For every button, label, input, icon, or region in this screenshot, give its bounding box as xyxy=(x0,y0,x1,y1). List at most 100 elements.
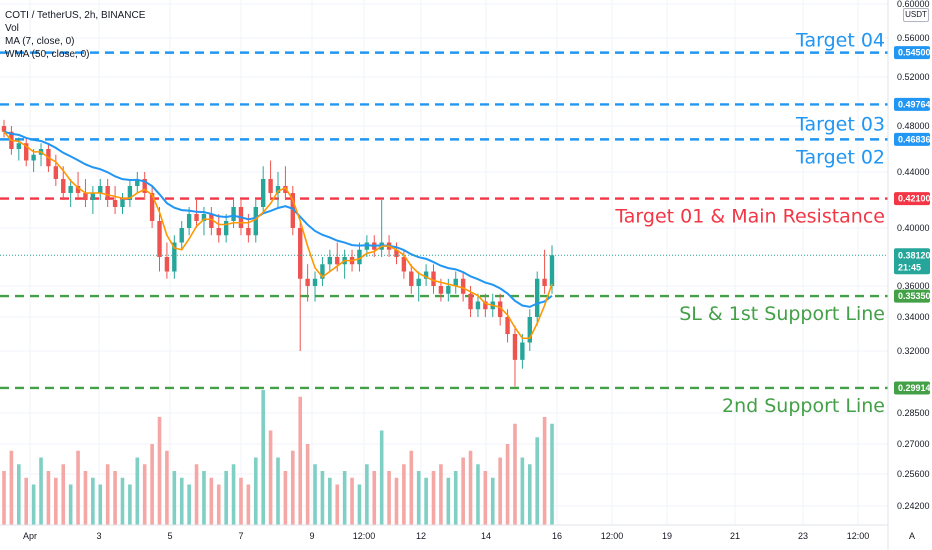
level-lines xyxy=(0,51,888,390)
volume-bar-42 xyxy=(313,464,317,525)
candle-body-31 xyxy=(231,207,236,221)
volume-bar-61 xyxy=(453,471,458,525)
grid xyxy=(0,0,888,525)
candle-body-26 xyxy=(194,214,199,221)
price-tick-5: 0.40000 xyxy=(897,223,930,233)
candle-body-10 xyxy=(75,186,81,193)
candle-body-14 xyxy=(105,186,110,200)
candle-body-25 xyxy=(186,214,192,228)
volume-bar-62 xyxy=(461,457,465,525)
annotation-0: Target 04 xyxy=(795,30,885,52)
symbol-title[interactable]: COTI / TetherUS, 2h, BINANCE xyxy=(5,10,146,21)
candle-body-53 xyxy=(394,249,399,257)
wma-line xyxy=(3,130,553,308)
candle-body-29 xyxy=(216,228,221,236)
candle-body-70 xyxy=(520,342,525,360)
volume-bar-59 xyxy=(439,464,443,525)
last-price-badge: 0.38120 xyxy=(898,250,931,260)
volume-bar-38 xyxy=(283,471,288,525)
time-tick-3: 7 xyxy=(238,531,243,541)
candle-body-24 xyxy=(179,228,184,243)
price-tick-11: 0.25600 xyxy=(897,469,930,479)
level-badge-0: 0.54500 xyxy=(898,48,931,58)
price-axis[interactable]: 0.60000 0.56000 0.52000 0.48000 0.44000 0.400… xyxy=(897,0,930,511)
volume-bar-41 xyxy=(305,444,310,525)
volume-bar-30 xyxy=(224,471,228,525)
volume-bar-25 xyxy=(187,484,191,525)
volume-bar-70 xyxy=(520,457,525,525)
volume-bar-55 xyxy=(409,450,414,525)
candle-body-69 xyxy=(512,334,518,360)
candle-body-39 xyxy=(290,193,296,228)
candle-body-13 xyxy=(98,186,103,193)
candle-body-12 xyxy=(90,193,96,200)
time-tick-4: 9 xyxy=(309,531,314,541)
price-tick-9: 0.28500 xyxy=(897,408,930,418)
annotation-2: Target 03 xyxy=(795,113,885,135)
candle-body-37 xyxy=(275,186,281,193)
annotation-5: SL & 1st Support Line xyxy=(679,303,885,325)
volume-bar-47 xyxy=(350,477,354,525)
time-axis[interactable]: Apr 3 5 7 9 12:00 12 14 16 12:00 19 21 23 12:00 xyxy=(23,531,869,541)
volume-bar-35 xyxy=(261,390,265,525)
candle-body-44 xyxy=(327,257,333,265)
volume-bar-69 xyxy=(513,423,517,525)
volume-bar-8 xyxy=(61,464,66,525)
volume-bar-58 xyxy=(431,471,436,525)
wma-indicator-label[interactable]: WMA (50, close, 0) xyxy=(5,49,90,60)
volume-bar-3 xyxy=(24,477,29,525)
volume-bar-49 xyxy=(365,464,369,525)
volume-bar-1 xyxy=(9,450,14,525)
volume-bar-22 xyxy=(165,450,169,525)
price-tick-8: 0.32000 xyxy=(897,346,930,356)
time-tick-8: 16 xyxy=(552,531,562,541)
candle-body-17 xyxy=(127,186,133,200)
candle-body-56 xyxy=(416,278,421,286)
time-tick-10: 19 xyxy=(662,531,672,541)
volume-bar-17 xyxy=(128,484,132,525)
candle-body-11 xyxy=(83,193,88,200)
volume-bar-12 xyxy=(91,477,95,525)
volume-bar-16 xyxy=(120,477,125,525)
countdown-label: 21:45 xyxy=(898,262,921,272)
volume-bar-18 xyxy=(135,457,140,525)
volume-bars xyxy=(2,390,554,525)
volume-bar-44 xyxy=(328,477,332,525)
candle-body-67 xyxy=(497,301,503,317)
candle-body-9 xyxy=(68,186,73,193)
candle-body-23 xyxy=(172,242,177,272)
volume-bar-50 xyxy=(372,471,377,525)
volume-bar-46 xyxy=(342,471,347,525)
volume-bar-63 xyxy=(468,450,473,525)
candle-body-71 xyxy=(527,317,532,343)
level-badge-bg-4 xyxy=(894,192,930,206)
candle-body-18 xyxy=(135,179,140,186)
level-badge-1: 0.49764 xyxy=(898,99,931,109)
volume-bar-56 xyxy=(416,471,421,525)
candle-body-65 xyxy=(483,301,488,310)
chart-legend: COTI / TetherUS, 2h, BINANCE Vol MA (7, … xyxy=(5,9,145,61)
volume-bar-2 xyxy=(17,464,21,525)
volume-bar-73 xyxy=(542,417,547,525)
currency-unit-label[interactable]: USDT xyxy=(903,8,929,22)
volume-bar-52 xyxy=(387,471,391,525)
vol-indicator-label[interactable]: Vol xyxy=(5,23,19,34)
candle-body-30 xyxy=(223,221,229,236)
candle-body-60 xyxy=(446,286,451,294)
candle-body-68 xyxy=(505,317,510,334)
ma-indicator-label[interactable]: MA (7, close, 0) xyxy=(5,36,75,47)
volume-bar-36 xyxy=(268,430,273,525)
candle-body-74 xyxy=(549,255,555,286)
time-tick-2: 5 xyxy=(167,531,172,541)
volume-bar-26 xyxy=(194,464,199,525)
volume-bar-65 xyxy=(483,471,488,525)
level-badge-bg-1 xyxy=(894,97,930,111)
volume-bar-53 xyxy=(394,477,399,525)
time-tick-1: 3 xyxy=(96,531,101,541)
level-badge-3: 0.46836 xyxy=(898,134,931,144)
candle-body-42 xyxy=(312,278,318,286)
auto-scale-button[interactable]: A xyxy=(908,531,915,541)
level-badge-bg-0 xyxy=(894,46,930,60)
volume-bar-4 xyxy=(31,484,36,525)
